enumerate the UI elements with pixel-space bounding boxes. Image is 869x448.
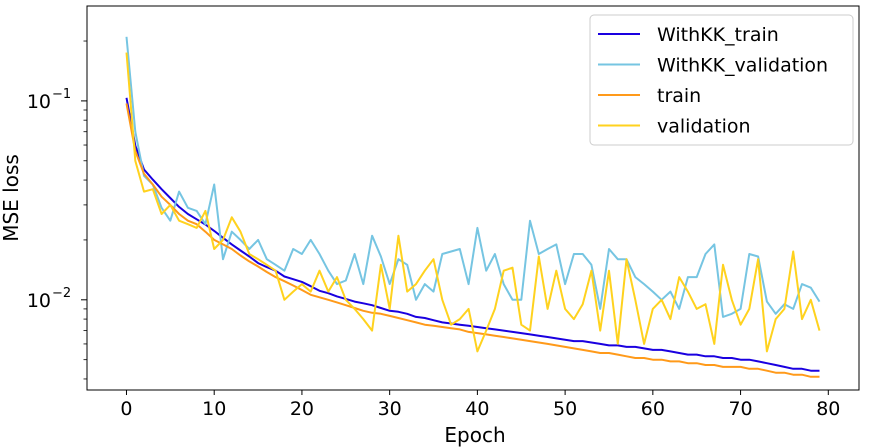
series-layer — [125, 36, 821, 378]
x-tick-label: 80 — [816, 398, 840, 420]
plot-frame — [86, 5, 860, 391]
y-tick-exponent: −2 — [52, 286, 71, 301]
y-axis: 10−210−1 — [27, 40, 87, 380]
x-tick-label: 50 — [553, 398, 577, 420]
legend-label-3: validation — [657, 116, 751, 138]
legend-box — [589, 14, 854, 146]
x-tick-label: 70 — [728, 398, 752, 420]
y-tick-exponent: −1 — [52, 87, 71, 102]
x-tick-label: 40 — [465, 398, 489, 420]
legend-label-1: WithKK_validation — [657, 55, 828, 77]
x-tick-label: 60 — [641, 398, 665, 420]
y-tick-label: 10 — [27, 91, 51, 113]
legend-label-2: train — [657, 85, 701, 107]
x-tick-label: 0 — [120, 398, 132, 420]
x-axis-label: Epoch — [444, 423, 505, 447]
x-tick-label: 10 — [202, 398, 226, 420]
series-line-1 — [125, 36, 821, 318]
x-tick-label: 20 — [290, 398, 314, 420]
series-line-3 — [125, 52, 821, 353]
y-tick-label: 10 — [27, 290, 51, 312]
y-axis-label: MSE loss — [0, 154, 23, 242]
x-axis: 0 10 20 30 40 50 60 70 80 — [120, 390, 840, 420]
x-tick-label: 30 — [378, 398, 402, 420]
legend-label-0: WithKK_train — [657, 24, 779, 46]
